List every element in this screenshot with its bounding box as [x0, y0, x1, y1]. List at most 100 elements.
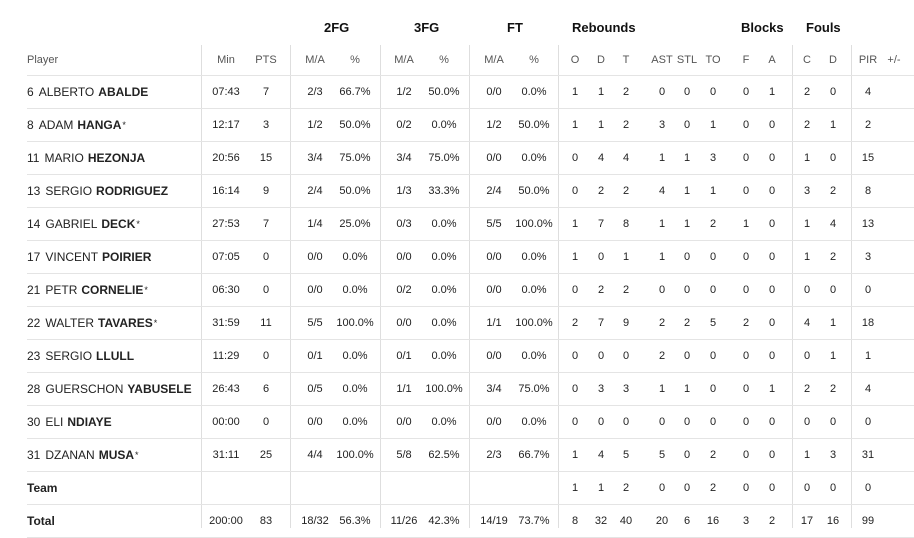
- stat-ft-pct: 100.0%: [515, 317, 553, 329]
- stat-fg3-ma: 5/8: [396, 449, 412, 461]
- stat-fg2-pct: [335, 472, 375, 504]
- stat-reb-o: 0: [571, 383, 579, 395]
- player-row: 21 PETR CORNELIE * 06:30 0 0/0 0.0% 0/2 0.0% 0/0 0.…: [27, 274, 914, 307]
- total-row: Total 200:00 83 18/32 56.3% 11/26 42.3% 14/19 73…: [27, 505, 914, 538]
- stat-fouls-d: 0: [829, 152, 837, 164]
- col-header-fouls-c: C: [803, 54, 811, 66]
- player-name-cell: 31 DZANAN MUSA *: [27, 439, 200, 471]
- stat-reb-d: 0: [597, 251, 605, 263]
- player-first-name: ADAM: [38, 118, 74, 132]
- col-header-2fg-ma: M/A: [305, 54, 325, 66]
- stat-pm: [883, 142, 905, 174]
- stat-fg3-ma: 0/0: [396, 317, 412, 329]
- player-last-name: YABUSELE: [127, 382, 192, 396]
- stat-fouls-c: 0: [803, 416, 811, 428]
- stat-ft-ma: 0/0: [486, 152, 502, 164]
- player-first-name: SERGIO: [45, 184, 93, 198]
- team-label: Team: [27, 481, 58, 495]
- stat-pts: 15: [259, 152, 273, 164]
- stat-stl: 0: [683, 284, 691, 296]
- stat-pir: 99: [861, 515, 875, 527]
- box-score-table: Player Min PTS M/A % M/A % M/A % O D T A…: [27, 45, 914, 538]
- stat-fouls-d: 2: [829, 185, 837, 197]
- stat-stl: 0: [683, 251, 691, 263]
- stat-reb-o: 0: [571, 185, 579, 197]
- stat-stl: 2: [683, 317, 691, 329]
- stat-blk-a: 0: [768, 350, 776, 362]
- stat-reb-d: 7: [597, 218, 605, 230]
- player-name-cell: 22 WALTER TAVARES *: [27, 307, 200, 339]
- stat-reb-o: 0: [571, 152, 579, 164]
- stat-fg3-pct: 0.0%: [431, 416, 457, 428]
- stat-fouls-c: 0: [803, 350, 811, 362]
- player-last-name: CORNELIE: [81, 283, 144, 297]
- stat-fg3-ma: 0/3: [396, 218, 412, 230]
- player-row: 30 ELI NDIAYE 00:00 0 0/0 0.0% 0/0 0.0% 0/0 0.0% 0 0…: [27, 406, 914, 439]
- stat-blk-f: 3: [742, 515, 750, 527]
- stat-stl: 1: [683, 218, 691, 230]
- group-3fg: 3FG: [414, 20, 440, 35]
- stat-blk-f: 0: [742, 449, 750, 461]
- stat-pts: 0: [262, 416, 270, 428]
- stat-pts: 83: [259, 515, 273, 527]
- player-name-cell: 21 PETR CORNELIE *: [27, 274, 200, 306]
- stat-ft-ma: 0/0: [486, 251, 502, 263]
- stat-blk-a: 1: [768, 383, 776, 395]
- stat-reb-t: 2: [622, 86, 630, 98]
- stat-pm: [883, 109, 905, 141]
- col-header-pts: PTS: [255, 54, 277, 66]
- stat-ast: 0: [658, 416, 666, 428]
- stat-reb-o: 2: [571, 317, 579, 329]
- stat-reb-t: 2: [622, 185, 630, 197]
- stat-fouls-d: 2: [829, 251, 837, 263]
- stat-fg3-pct: 33.3%: [428, 185, 460, 197]
- stat-fg2-pct: 0.0%: [342, 350, 368, 362]
- stat-to: 5: [709, 317, 717, 329]
- stat-pm: [883, 472, 905, 504]
- stat-ast: 1: [658, 152, 666, 164]
- stat-ft-pct: 0.0%: [521, 284, 547, 296]
- player-name-cell: 23 SERGIO LLULL: [27, 340, 200, 372]
- stat-fg2-ma: 0/0: [307, 416, 323, 428]
- stat-fouls-c: 2: [803, 383, 811, 395]
- player-row: 23 SERGIO LLULL 11:29 0 0/1 0.0% 0/1 0.0% 0/0 0.0%…: [27, 340, 914, 373]
- stat-fouls-c: 1: [803, 449, 811, 461]
- stat-blk-f: 1: [742, 218, 750, 230]
- player-last-name: HANGA: [77, 118, 122, 132]
- stat-fg3-pct: 0.0%: [431, 350, 457, 362]
- stat-ft-ma: 5/5: [486, 218, 502, 230]
- player-first-name: SERGIO: [45, 349, 93, 363]
- stat-fouls-c: 3: [803, 185, 811, 197]
- stat-fg3-pct: 0.0%: [431, 119, 457, 131]
- stat-fg3-pct: 0.0%: [431, 218, 457, 230]
- stat-reb-o: 8: [571, 515, 579, 527]
- stat-blk-a: 0: [768, 317, 776, 329]
- stat-min: 26:43: [212, 383, 240, 395]
- stat-fouls-d: 0: [829, 86, 837, 98]
- col-header-min: Min: [217, 54, 235, 66]
- player-first-name: ALBERTO: [38, 85, 95, 99]
- stat-fouls-d: 1: [829, 119, 837, 131]
- stat-fouls-d: 1: [829, 317, 837, 329]
- stat-fg3-pct: 75.0%: [428, 152, 460, 164]
- team-row: Team 1 1 2 0 0 2 0 0 0 0 0: [27, 472, 914, 505]
- stat-min: 11:29: [212, 350, 240, 362]
- col-header-reb-o: O: [570, 54, 580, 66]
- stat-fouls-c: 17: [800, 515, 814, 527]
- stat-to: 2: [709, 482, 717, 494]
- stat-ft-ma: 3/4: [486, 383, 502, 395]
- stat-min: 16:14: [212, 185, 240, 197]
- stat-pir: 3: [864, 251, 872, 263]
- stat-pir: 31: [861, 449, 875, 461]
- starter-mark: *: [135, 450, 139, 460]
- stat-ft-pct: 100.0%: [515, 218, 553, 230]
- stat-ast: 4: [658, 185, 666, 197]
- stat-fg2-pct: 0.0%: [342, 284, 368, 296]
- divider-2fg: [290, 45, 291, 528]
- stat-pm: [883, 208, 905, 240]
- stat-pts: 7: [262, 86, 270, 98]
- stat-min: 31:11: [212, 449, 240, 461]
- player-last-name: ABALDE: [98, 85, 149, 99]
- player-row: 13 SERGIO RODRIGUEZ 16:14 9 2/4 50.0% 1/3 33.3% 2…: [27, 175, 914, 208]
- player-last-name: RODRIGUEZ: [96, 184, 169, 198]
